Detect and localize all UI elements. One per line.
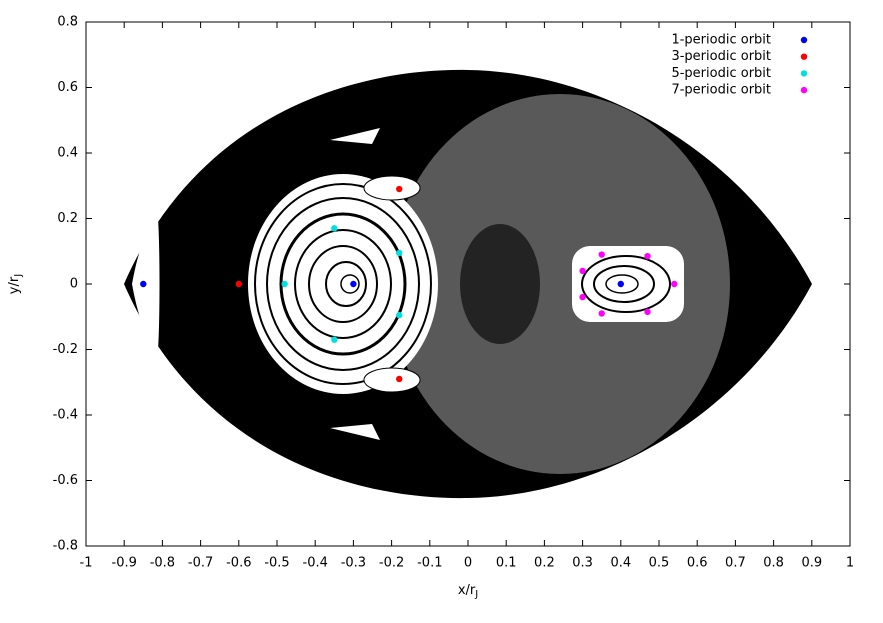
x-tick-label: -0.7 (188, 556, 213, 571)
x-axis-label: x/rJ (458, 583, 478, 601)
orbit-point (350, 280, 357, 288)
x-tick-label: -0.6 (226, 556, 251, 571)
legend-marker (800, 53, 808, 60)
y-tick-label: -0.4 (53, 408, 78, 423)
orbit-point (579, 293, 586, 301)
y-axis-label: y/rJ (7, 274, 25, 294)
x-tick-label: 0 (464, 556, 472, 571)
orbit-point (396, 375, 403, 383)
orbit-point (396, 185, 403, 193)
y-tick-label: 0.8 (57, 15, 78, 30)
orbit-point (579, 267, 586, 275)
x-tick-label: 0.5 (649, 556, 670, 571)
x-tick-label: -0.3 (341, 556, 366, 571)
chaotic-sea (124, 69, 812, 499)
orbit-point (396, 249, 403, 257)
x-tick-label: -0.2 (379, 556, 404, 571)
x-label-sub: J (474, 589, 478, 600)
x-tick-label: 0.7 (725, 556, 746, 571)
orbit-point (617, 280, 624, 288)
orbit-point (331, 336, 338, 343)
orbit-point (235, 280, 242, 288)
legend-label: 3-periodic orbit (671, 49, 771, 64)
legend-label: 7-periodic orbit (671, 83, 771, 98)
x-tick-label: -0.1 (417, 556, 442, 571)
x-tick-label: 0.6 (687, 556, 708, 571)
x-label-text: x/r (458, 583, 476, 598)
orbit-point (281, 280, 288, 288)
y-tick-label: 0.2 (57, 211, 78, 226)
orbit-point (644, 308, 651, 316)
legend-label: 5-periodic orbit (671, 66, 771, 81)
x-tick-label: -1 (80, 556, 93, 571)
x-tick-label: 0.3 (572, 556, 593, 571)
x-tick-label: -0.5 (264, 556, 289, 571)
legend-marker (800, 70, 808, 77)
x-tick-label: 0.2 (534, 556, 555, 571)
y-tick-label: -0.8 (53, 539, 78, 554)
orbit-point (396, 311, 403, 319)
orbit-point (598, 251, 605, 258)
orbit-point (140, 280, 147, 288)
orbit-point (331, 225, 338, 232)
legend-label: 1-periodic orbit (671, 33, 771, 48)
x-tick-label: -0.4 (303, 556, 328, 571)
y-label-text: y/r (7, 276, 22, 294)
y-label-sub: J (13, 274, 24, 278)
orbit-point (598, 310, 605, 317)
y-tick-label: 0.4 (57, 146, 78, 161)
legend-marker (800, 86, 808, 94)
y-tick-label: 0.6 (57, 80, 78, 95)
x-tick-label: 0.9 (801, 556, 822, 571)
x-tick-label: 1 (846, 556, 854, 571)
y-tick-label: -0.2 (53, 342, 78, 357)
y-tick-label: -0.6 (53, 473, 78, 488)
x-tick-label: 0.8 (763, 556, 784, 571)
x-tick-label: 0.1 (496, 556, 517, 571)
x-tick-label: -0.8 (150, 556, 175, 571)
legend-marker (800, 36, 808, 44)
y-tick-label: 0 (70, 277, 78, 292)
orbit-point (671, 280, 678, 288)
orbit-point (644, 252, 651, 260)
x-tick-label: 0.4 (610, 556, 631, 571)
x-tick-label: -0.9 (112, 556, 137, 571)
